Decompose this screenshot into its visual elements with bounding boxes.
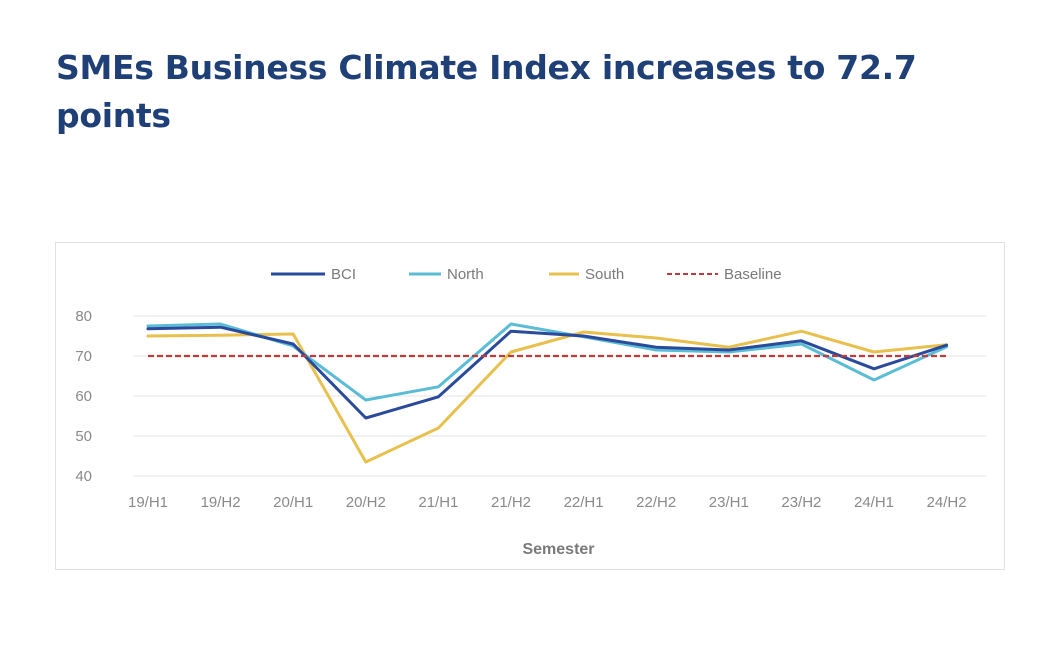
x-tick-label: 23/H1 xyxy=(709,494,749,511)
x-tick-label: 20/H2 xyxy=(346,494,386,511)
y-tick-label: 80 xyxy=(75,308,92,325)
legend-item-south: South xyxy=(549,266,624,283)
y-tick-label: 60 xyxy=(75,388,92,405)
series-line-south xyxy=(146,329,949,464)
x-axis-ticks: 19/H1 19/H2 20/H1 20/H2 21/H1 21/H2 22/H1 22/H2… xyxy=(128,494,967,511)
chart-legend: BCI North South Baseline xyxy=(271,266,782,283)
legend-label: BCI xyxy=(331,266,356,283)
x-tick-label: 22/H2 xyxy=(636,494,676,511)
legend-label: North xyxy=(447,266,484,283)
legend-item-baseline: Baseline xyxy=(667,266,782,283)
legend-label: Baseline xyxy=(724,266,782,283)
x-tick-label: 21/H2 xyxy=(491,494,531,511)
y-tick-label: 40 xyxy=(75,468,92,485)
x-tick-label: 24/H1 xyxy=(854,494,894,511)
article-headline: SMEs Business Climate Index increases to… xyxy=(56,48,917,135)
y-tick-label: 70 xyxy=(75,348,92,365)
x-tick-label: 19/H1 xyxy=(128,494,168,511)
line-chart: 40 50 60 70 80 19/H1 19/H2 20/H1 20/H2 21/H1 21/H… xyxy=(75,266,986,558)
x-tick-label: 22/H1 xyxy=(564,494,604,511)
x-axis-title: Semester xyxy=(522,541,594,558)
y-axis-ticks: 40 50 60 70 80 xyxy=(75,308,92,485)
legend-item-bci: BCI xyxy=(271,266,356,283)
chart-container: 40 50 60 70 80 19/H1 19/H2 20/H1 20/H2 21/H1 21/H… xyxy=(55,242,1005,570)
series-lines xyxy=(146,322,949,464)
legend-label: South xyxy=(585,266,624,283)
x-tick-label: 24/H2 xyxy=(927,494,967,511)
series-line-bci xyxy=(146,325,949,420)
x-tick-label: 20/H1 xyxy=(273,494,313,511)
x-tick-label: 21/H1 xyxy=(418,494,458,511)
x-tick-label: 23/H2 xyxy=(781,494,821,511)
x-tick-label: 19/H2 xyxy=(201,494,241,511)
legend-item-north: North xyxy=(409,266,484,283)
y-tick-label: 50 xyxy=(75,428,92,445)
